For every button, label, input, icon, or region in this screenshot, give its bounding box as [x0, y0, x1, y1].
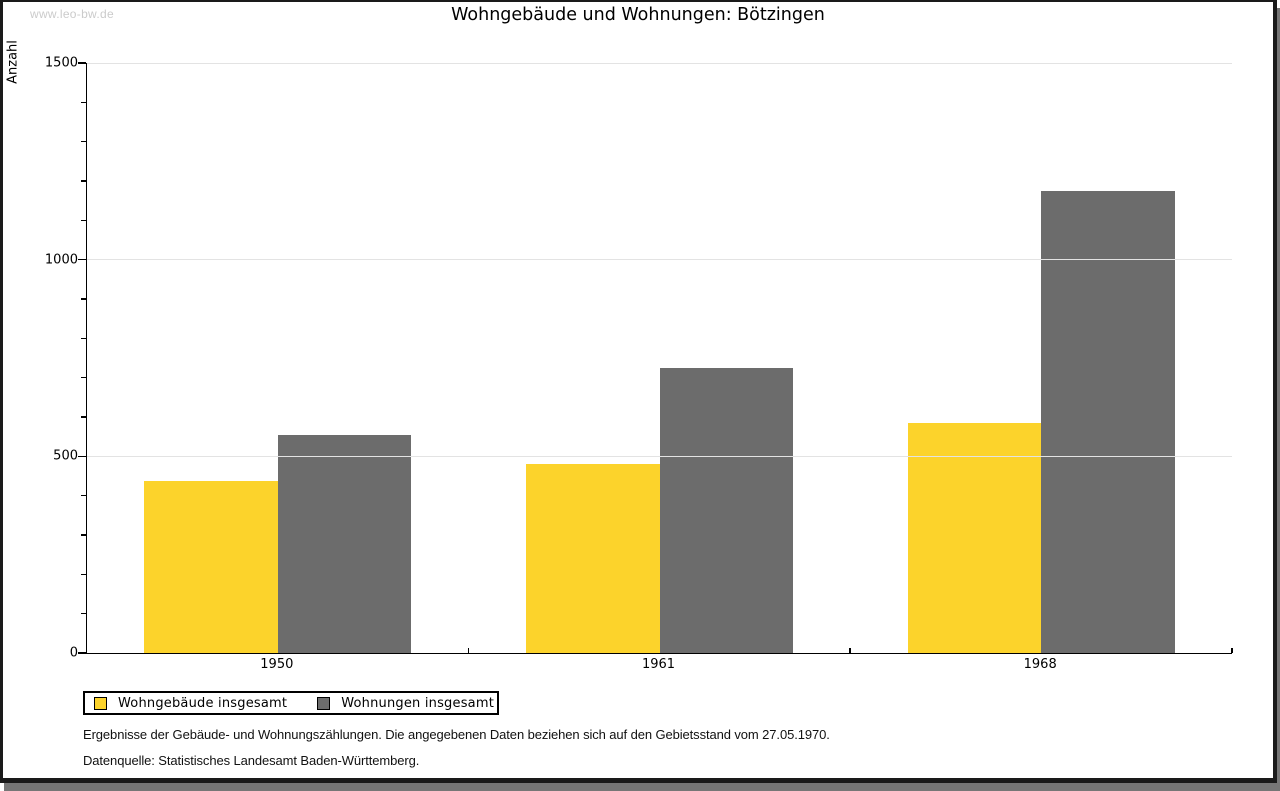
- y-tick-400: [80, 494, 86, 497]
- y-tick-label-0: 0: [69, 645, 78, 661]
- x-label-1961: 1961: [641, 657, 676, 672]
- y-tick-700: [80, 376, 86, 379]
- y-tick-1200: [80, 180, 86, 182]
- y-tick-500: [77, 455, 86, 458]
- x-tick-1: [849, 648, 851, 653]
- y-tick-800: [80, 337, 86, 340]
- y-tick-0: [77, 652, 86, 654]
- bar-group-1950: [87, 63, 469, 653]
- bar-1961-wohngebäude: [526, 464, 660, 653]
- legend-label-wohnungen: Wohnungen insgesamt: [341, 695, 495, 711]
- legend-swatch-wohnungen: [317, 696, 331, 710]
- legend-label-wohngebaeude: Wohngebäude insgesamt: [118, 695, 288, 711]
- y-tick-600: [80, 416, 86, 418]
- bar-1961-wohnungen: [659, 367, 793, 653]
- bar-1950-wohnungen: [277, 434, 412, 653]
- plot-area: [77, 62, 1233, 654]
- x-label-1968: 1968: [1023, 657, 1057, 672]
- x-tick-2: [1231, 648, 1233, 653]
- y-tick-1300: [80, 140, 86, 143]
- y-tick-1100: [80, 219, 86, 222]
- y-tick-200: [80, 573, 86, 576]
- bar-group-1968: [850, 63, 1232, 653]
- y-tick-label-1000: 1000: [44, 252, 78, 268]
- gridline-500: [87, 455, 1232, 457]
- y-tick-1500: [77, 62, 86, 64]
- footnote-description: Ergebnisse der Gebäude- und Wohnungszähl…: [83, 727, 830, 742]
- chart-title: Wohngebäude und Wohnungen: Bötzingen: [451, 5, 825, 25]
- watermark: www.leo-bw.de: [30, 7, 114, 21]
- y-axis-labels: 0 500 1000 1500: [3, 56, 78, 661]
- legend-item-wohnungen: Wohnungen insgesamt: [317, 696, 494, 711]
- bars-layer: [87, 63, 1232, 653]
- y-tick-1400: [80, 101, 86, 104]
- y-tick-1000: [77, 258, 86, 261]
- y-tick-300: [80, 534, 86, 536]
- gridline-1000: [87, 259, 1232, 261]
- y-tick-label-1500: 1500: [44, 55, 78, 71]
- footnote-source: Datenquelle: Statistisches Landesamt Bad…: [83, 753, 420, 768]
- y-tick-label-500: 500: [53, 448, 78, 464]
- x-tick-0: [467, 648, 470, 653]
- bar-1968-wohngebäude: [907, 422, 1042, 653]
- bar-1950-wohngebäude: [144, 481, 278, 653]
- x-axis-labels: 1950 1961 1968: [86, 657, 1231, 672]
- gridline-1500: [87, 62, 1232, 64]
- legend-item-wohngebaeude: Wohngebäude insgesamt: [94, 696, 287, 711]
- bar-1968-wohnungen: [1041, 190, 1175, 653]
- y-tick-900: [80, 298, 86, 300]
- legend-swatch-wohngebaeude: [94, 696, 107, 710]
- x-label-1950: 1950: [260, 657, 294, 672]
- legend: Wohngebäude insgesamt Wohnungen insgesam…: [83, 691, 499, 715]
- bar-group-1961: [469, 63, 851, 653]
- y-tick-100: [80, 612, 86, 615]
